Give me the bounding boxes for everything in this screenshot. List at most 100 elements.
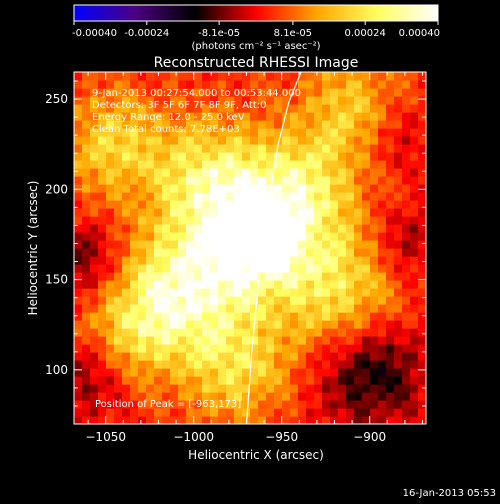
heatmap-cell — [250, 408, 259, 417]
heatmap-cell — [378, 256, 387, 265]
heatmap-cell — [178, 184, 187, 193]
heatmap-cell — [282, 152, 291, 161]
heatmap-cell — [410, 296, 419, 305]
heatmap-cell — [386, 208, 395, 217]
heatmap-cell — [122, 72, 131, 81]
heatmap-cell — [146, 88, 155, 97]
heatmap-cell — [330, 272, 339, 281]
heatmap-cell — [82, 240, 91, 249]
heatmap-cell — [386, 104, 395, 113]
heatmap-cell — [258, 344, 267, 353]
heatmap-cell — [370, 192, 379, 201]
heatmap-cell — [402, 272, 411, 281]
heatmap-cell — [178, 168, 187, 177]
heatmap-cell — [98, 128, 107, 137]
heatmap-cell — [218, 80, 227, 89]
heatmap-cell — [362, 136, 371, 145]
heatmap-cell — [282, 336, 291, 345]
heatmap-cell — [370, 168, 379, 177]
heatmap-cell — [418, 264, 426, 273]
heatmap-cell — [298, 120, 307, 129]
heatmap-cell — [274, 384, 283, 393]
heatmap-cell — [226, 248, 235, 257]
heatmap-cell — [186, 152, 195, 161]
heatmap-cell — [354, 104, 363, 113]
heatmap-cell — [218, 120, 227, 129]
heatmap-cell — [106, 320, 115, 329]
heatmap-cell — [410, 352, 419, 361]
heatmap-cell — [282, 184, 291, 193]
heatmap-cell — [186, 328, 195, 337]
heatmap-cell — [410, 128, 419, 137]
heatmap-cell — [234, 368, 243, 377]
heatmap-cell — [266, 392, 275, 401]
heatmap-cell — [186, 248, 195, 257]
heatmap-cell — [210, 136, 219, 145]
heatmap-cell — [386, 392, 395, 401]
heatmap-cell — [402, 256, 411, 265]
heatmap-cell — [146, 392, 155, 401]
heatmap-cell — [154, 152, 163, 161]
heatmap-cell — [402, 336, 411, 345]
heatmap-cell — [354, 240, 363, 249]
heatmap-cell — [218, 96, 227, 105]
heatmap-cell — [250, 104, 259, 113]
heatmap-cell — [90, 288, 99, 297]
heatmap-cell — [378, 296, 387, 305]
heatmap-cell — [290, 256, 299, 265]
heatmap-cell — [170, 288, 179, 297]
heatmap-cell — [322, 352, 331, 361]
heatmap-cell — [218, 376, 227, 385]
heatmap-cell — [322, 88, 331, 97]
heatmap-cell — [162, 176, 171, 185]
heatmap-cell — [266, 128, 275, 137]
heatmap-cell — [138, 360, 147, 369]
heatmap-cell — [106, 336, 115, 345]
heatmap-cell — [266, 408, 275, 417]
heatmap-cell — [258, 280, 267, 289]
heatmap-cell — [306, 368, 315, 377]
heatmap-cell — [98, 264, 107, 273]
heatmap-cell — [146, 160, 155, 169]
heatmap-cell — [306, 240, 315, 249]
heatmap-cell — [98, 352, 107, 361]
heatmap-cell — [210, 232, 219, 241]
heatmap-cell — [370, 320, 379, 329]
heatmap-cell — [178, 264, 187, 273]
heatmap-cell — [394, 208, 403, 217]
heatmap-cell — [306, 360, 315, 369]
heatmap-cell — [82, 208, 91, 217]
heatmap-cell — [226, 344, 235, 353]
heatmap-cell — [234, 168, 243, 177]
heatmap-cell — [194, 120, 203, 129]
heatmap-cell — [290, 96, 299, 105]
heatmap-cell — [266, 160, 275, 169]
heatmap-cell — [378, 176, 387, 185]
heatmap-cell — [266, 136, 275, 145]
heatmap-cell — [162, 280, 171, 289]
heatmap-cell — [90, 320, 99, 329]
heatmap-cell — [354, 320, 363, 329]
heatmap-cell — [186, 360, 195, 369]
heatmap-cell — [378, 208, 387, 217]
heatmap-cell — [178, 88, 187, 97]
heatmap-cell — [266, 104, 275, 113]
heatmap-cell — [378, 72, 387, 81]
heatmap-cell — [258, 88, 267, 97]
heatmap-cell — [154, 280, 163, 289]
heatmap-cell — [290, 280, 299, 289]
heatmap-cell — [146, 376, 155, 385]
heatmap-cell — [410, 304, 419, 313]
heatmap-cell — [346, 376, 355, 385]
heatmap-cell — [194, 352, 203, 361]
heatmap-cell — [226, 256, 235, 265]
heatmap-cell — [258, 288, 267, 297]
heatmap-cell — [378, 368, 387, 377]
heatmap-cell — [282, 360, 291, 369]
heatmap-cell — [186, 96, 195, 105]
heatmap-cell — [290, 176, 299, 185]
heatmap-cell — [130, 352, 139, 361]
heatmap-cell — [378, 288, 387, 297]
heatmap-cell — [314, 280, 323, 289]
